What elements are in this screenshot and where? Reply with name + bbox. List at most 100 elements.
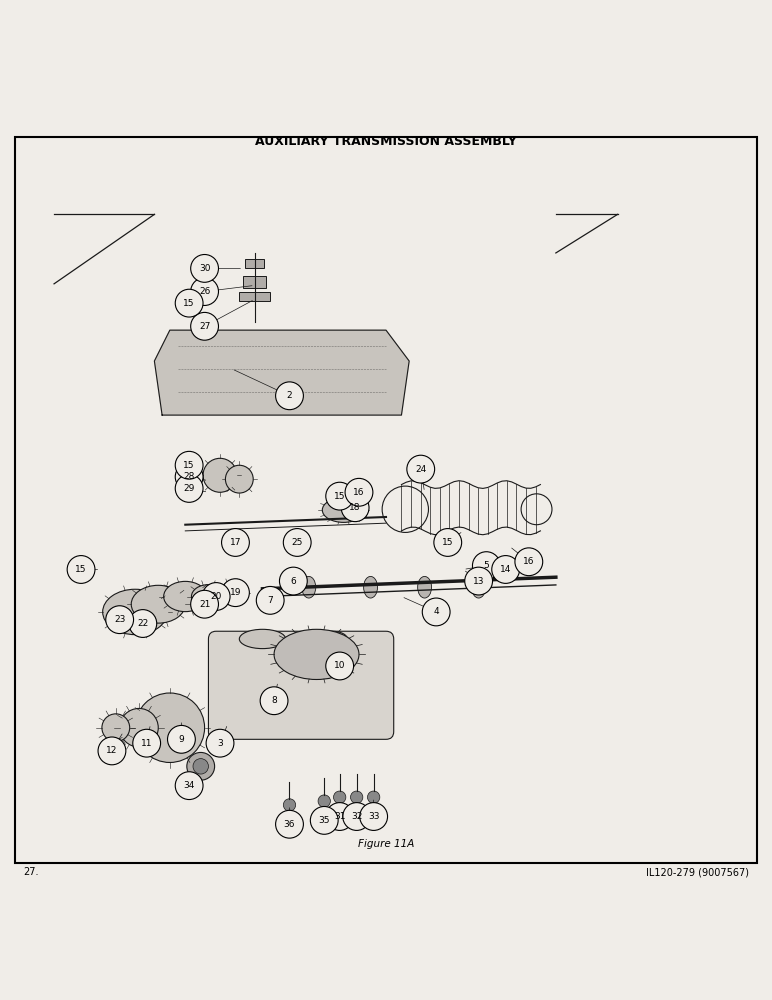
- Bar: [239, 292, 270, 301]
- Circle shape: [343, 803, 371, 830]
- Circle shape: [206, 729, 234, 757]
- Circle shape: [191, 278, 218, 305]
- Polygon shape: [154, 330, 409, 415]
- Text: IL120-279 (9007567): IL120-279 (9007567): [646, 867, 749, 877]
- Circle shape: [203, 458, 237, 492]
- Circle shape: [283, 799, 296, 811]
- Text: 3: 3: [217, 739, 223, 748]
- Circle shape: [106, 606, 134, 634]
- Circle shape: [260, 687, 288, 715]
- Ellipse shape: [322, 498, 364, 522]
- Text: 16: 16: [354, 488, 364, 497]
- Text: 10: 10: [334, 661, 345, 670]
- Circle shape: [318, 795, 330, 807]
- Circle shape: [515, 548, 543, 576]
- Ellipse shape: [135, 693, 205, 762]
- Text: 23: 23: [114, 615, 125, 624]
- Text: 30: 30: [199, 264, 210, 273]
- Circle shape: [222, 529, 249, 556]
- Circle shape: [349, 397, 361, 410]
- Text: 11: 11: [141, 739, 152, 748]
- Text: 12: 12: [107, 746, 117, 755]
- Circle shape: [175, 451, 203, 479]
- Circle shape: [191, 590, 218, 618]
- Bar: [243, 276, 266, 288]
- Ellipse shape: [302, 576, 316, 598]
- Circle shape: [225, 465, 253, 493]
- Circle shape: [67, 556, 95, 583]
- Ellipse shape: [103, 589, 168, 635]
- Ellipse shape: [120, 708, 158, 747]
- Text: 27.: 27.: [23, 867, 39, 877]
- Circle shape: [310, 806, 338, 834]
- Circle shape: [326, 482, 354, 510]
- Circle shape: [175, 772, 203, 800]
- Circle shape: [175, 475, 203, 502]
- Circle shape: [179, 332, 191, 344]
- Circle shape: [133, 729, 161, 757]
- Text: 26: 26: [199, 287, 210, 296]
- Ellipse shape: [317, 631, 347, 647]
- Text: 34: 34: [184, 781, 195, 790]
- Ellipse shape: [102, 714, 130, 742]
- Circle shape: [179, 397, 191, 410]
- Text: 20: 20: [211, 592, 222, 601]
- Text: 15: 15: [184, 461, 195, 470]
- Circle shape: [434, 529, 462, 556]
- Ellipse shape: [239, 629, 286, 649]
- Circle shape: [360, 803, 388, 830]
- Ellipse shape: [364, 576, 378, 598]
- Text: 15: 15: [76, 565, 86, 574]
- Text: 14: 14: [500, 565, 511, 574]
- Circle shape: [350, 791, 363, 803]
- Text: 16: 16: [523, 557, 534, 566]
- Text: 32: 32: [351, 812, 362, 821]
- Circle shape: [98, 737, 126, 765]
- Circle shape: [422, 598, 450, 626]
- Text: 4: 4: [433, 607, 439, 616]
- Text: 15: 15: [184, 299, 195, 308]
- Text: 27: 27: [199, 322, 210, 331]
- Circle shape: [341, 494, 369, 522]
- Circle shape: [465, 567, 493, 595]
- Circle shape: [187, 752, 215, 780]
- Text: Figure 11A: Figure 11A: [357, 839, 415, 849]
- Circle shape: [472, 552, 500, 580]
- Text: 21: 21: [199, 600, 210, 609]
- Circle shape: [279, 567, 307, 595]
- Circle shape: [191, 312, 218, 340]
- Ellipse shape: [164, 581, 207, 612]
- Text: AUXILIARY TRANSMISSION ASSEMBLY: AUXILIARY TRANSMISSION ASSEMBLY: [255, 135, 517, 148]
- Circle shape: [175, 289, 203, 317]
- Text: 7: 7: [267, 596, 273, 605]
- Bar: [245, 259, 264, 268]
- Circle shape: [367, 791, 380, 803]
- Text: 15: 15: [334, 492, 345, 501]
- Circle shape: [264, 397, 276, 410]
- Text: 28: 28: [184, 472, 195, 481]
- Text: 33: 33: [368, 812, 379, 821]
- Circle shape: [349, 332, 361, 344]
- Text: 36: 36: [284, 820, 295, 829]
- Text: 5: 5: [483, 561, 489, 570]
- Text: 8: 8: [271, 696, 277, 705]
- Circle shape: [193, 759, 208, 774]
- Circle shape: [345, 478, 373, 506]
- Circle shape: [256, 586, 284, 614]
- Text: 9: 9: [178, 735, 185, 744]
- Text: 17: 17: [230, 538, 241, 547]
- Circle shape: [276, 810, 303, 838]
- Text: 2: 2: [286, 391, 293, 400]
- Circle shape: [168, 725, 195, 753]
- Ellipse shape: [191, 585, 225, 608]
- Text: 35: 35: [319, 816, 330, 825]
- Ellipse shape: [218, 583, 245, 602]
- Circle shape: [492, 556, 520, 583]
- Text: 18: 18: [350, 503, 361, 512]
- Circle shape: [334, 791, 346, 803]
- Text: 15: 15: [442, 538, 453, 547]
- Ellipse shape: [274, 629, 359, 679]
- Circle shape: [326, 803, 354, 830]
- Circle shape: [191, 255, 218, 282]
- Circle shape: [326, 652, 354, 680]
